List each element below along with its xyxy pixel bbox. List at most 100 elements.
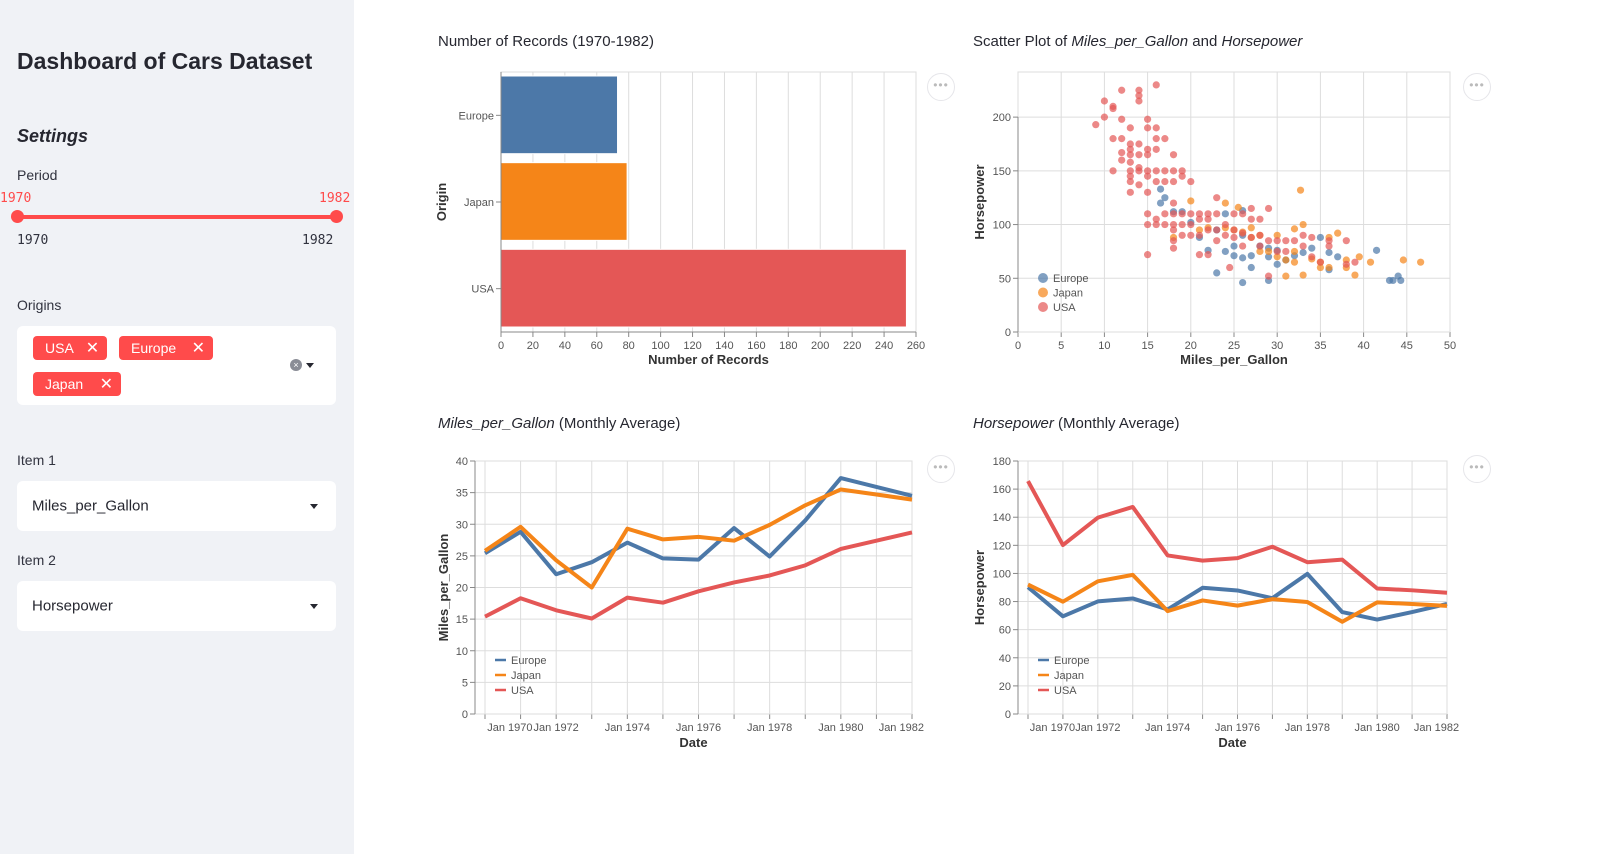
bar-chart-title: Number of Records (1970-1982): [438, 33, 654, 50]
point-japan: [1282, 256, 1290, 264]
y-tick-label: 100: [993, 220, 1011, 232]
point-europe: [1161, 194, 1169, 202]
x-tick-label: Jan 1970: [1030, 722, 1075, 734]
app-title: Dashboard of Cars Dataset: [17, 48, 313, 74]
origin-tag-label: Europe: [131, 340, 177, 356]
y-tick-label: 35: [456, 488, 468, 500]
period-max-label: 1982: [302, 233, 334, 248]
point-usa: [1213, 194, 1221, 202]
x-tick-label: 180: [779, 340, 797, 352]
point-usa: [1135, 181, 1143, 189]
point-europe: [1334, 253, 1342, 261]
title-text: and: [1188, 33, 1222, 50]
x-tick-label: 30: [1271, 340, 1283, 352]
point-usa: [1195, 251, 1204, 259]
point-usa: [1144, 172, 1152, 180]
origin-tag-label: USA: [45, 340, 74, 356]
point-japan: [1334, 229, 1342, 237]
point-usa: [1204, 215, 1212, 223]
x-tick-label: Jan 1974: [605, 722, 650, 734]
x-tick-label: Jan 1980: [818, 722, 863, 734]
x-tick-label: 240: [875, 340, 893, 352]
x-tick-label: 25: [1228, 340, 1240, 352]
point-europe: [1308, 244, 1316, 252]
chart-actions-button[interactable]: •••: [927, 455, 955, 483]
point-usa: [1195, 231, 1204, 239]
x-tick-label: 40: [559, 340, 571, 352]
y-tick-label: 80: [999, 597, 1011, 609]
chart-actions-button[interactable]: •••: [927, 73, 955, 101]
point-usa: [1118, 156, 1126, 164]
title-field: Horsepower: [1221, 33, 1303, 50]
point-usa: [1325, 237, 1333, 245]
x-tick-label: Jan 1972: [534, 722, 579, 734]
remove-icon[interactable]: ✕: [99, 376, 113, 393]
clear-all-icon[interactable]: ×: [290, 359, 302, 371]
point-usa: [1152, 215, 1160, 223]
point-usa: [1109, 104, 1117, 113]
x-tick-label: 200: [811, 340, 829, 352]
point-usa: [1126, 177, 1134, 186]
y-axis-title: Horsepower: [972, 164, 987, 239]
point-usa: [1152, 124, 1160, 132]
x-tick-label: 20: [1185, 340, 1197, 352]
point-usa: [1239, 210, 1247, 218]
point-usa: [1247, 204, 1255, 213]
remove-icon[interactable]: ✕: [191, 340, 205, 357]
x-tick-label: Jan 1972: [1075, 722, 1120, 734]
title-text: (Monthly Average): [1053, 415, 1180, 432]
chart-actions-button[interactable]: •••: [1463, 455, 1491, 483]
item2-select[interactable]: Horsepower: [17, 581, 336, 631]
x-tick-label: 0: [498, 340, 504, 352]
point-usa: [1325, 242, 1333, 250]
point-usa: [1169, 220, 1178, 229]
x-tick-label: 100: [651, 340, 669, 352]
y-tick-label: 30: [456, 519, 468, 531]
point-usa: [1118, 86, 1126, 94]
x-axis-title: Number of Records: [648, 352, 769, 367]
period-slider-low-handle[interactable]: [11, 210, 24, 223]
mpg-line-chart: 0 5 10 15 20 25 30 35 40 Jan 1970 Jan 1972 Jan 1974…: [436, 456, 924, 750]
legend-symbol: [1038, 302, 1048, 312]
y-tick-label: 0: [462, 709, 468, 721]
x-tick-label: 80: [623, 340, 635, 352]
x-tick-label: Jan 1982: [879, 722, 924, 734]
y-tick-label: 50: [999, 273, 1011, 285]
point-usa: [1169, 244, 1178, 252]
point-usa: [1126, 140, 1134, 148]
x-tick-label: Jan 1978: [1285, 722, 1330, 734]
point-usa: [1178, 231, 1186, 239]
point-japan: [1290, 247, 1299, 256]
period-slider-high-handle[interactable]: [330, 210, 343, 223]
legend-label: USA: [511, 685, 534, 697]
point-europe: [1247, 263, 1255, 272]
chevron-down-icon[interactable]: [306, 363, 314, 368]
point-europe: [1156, 199, 1165, 207]
y-axis-title: Miles_per_Gallon: [436, 534, 451, 642]
point-usa: [1135, 86, 1143, 94]
point-usa: [1144, 220, 1152, 229]
point-usa: [1144, 115, 1152, 123]
x-tick-label: 0: [1015, 340, 1021, 352]
period-min-label: 1970: [17, 233, 49, 248]
legend-label: Europe: [1054, 655, 1089, 667]
point-usa: [1161, 177, 1169, 186]
point-usa: [1247, 233, 1255, 242]
period-slider-track[interactable]: [17, 215, 337, 219]
remove-icon[interactable]: ✕: [85, 340, 100, 357]
y-tick-label: 40: [456, 456, 468, 468]
point-japan: [1273, 231, 1281, 239]
title-text: Scatter Plot of: [973, 33, 1072, 50]
y-tick-label: 20: [456, 583, 468, 595]
point-usa: [1299, 231, 1307, 239]
period-low-value: 1970: [0, 191, 32, 206]
item1-select[interactable]: Miles_per_Gallon: [17, 481, 336, 531]
point-usa: [1126, 151, 1134, 159]
point-usa: [1135, 151, 1143, 159]
y-tick-label: 25: [456, 551, 468, 563]
chart-actions-button[interactable]: •••: [1463, 73, 1491, 101]
point-europe: [1247, 252, 1255, 260]
point-japan: [1299, 220, 1307, 229]
period-high-value: 1982: [319, 191, 351, 206]
point-europe: [1213, 269, 1221, 277]
